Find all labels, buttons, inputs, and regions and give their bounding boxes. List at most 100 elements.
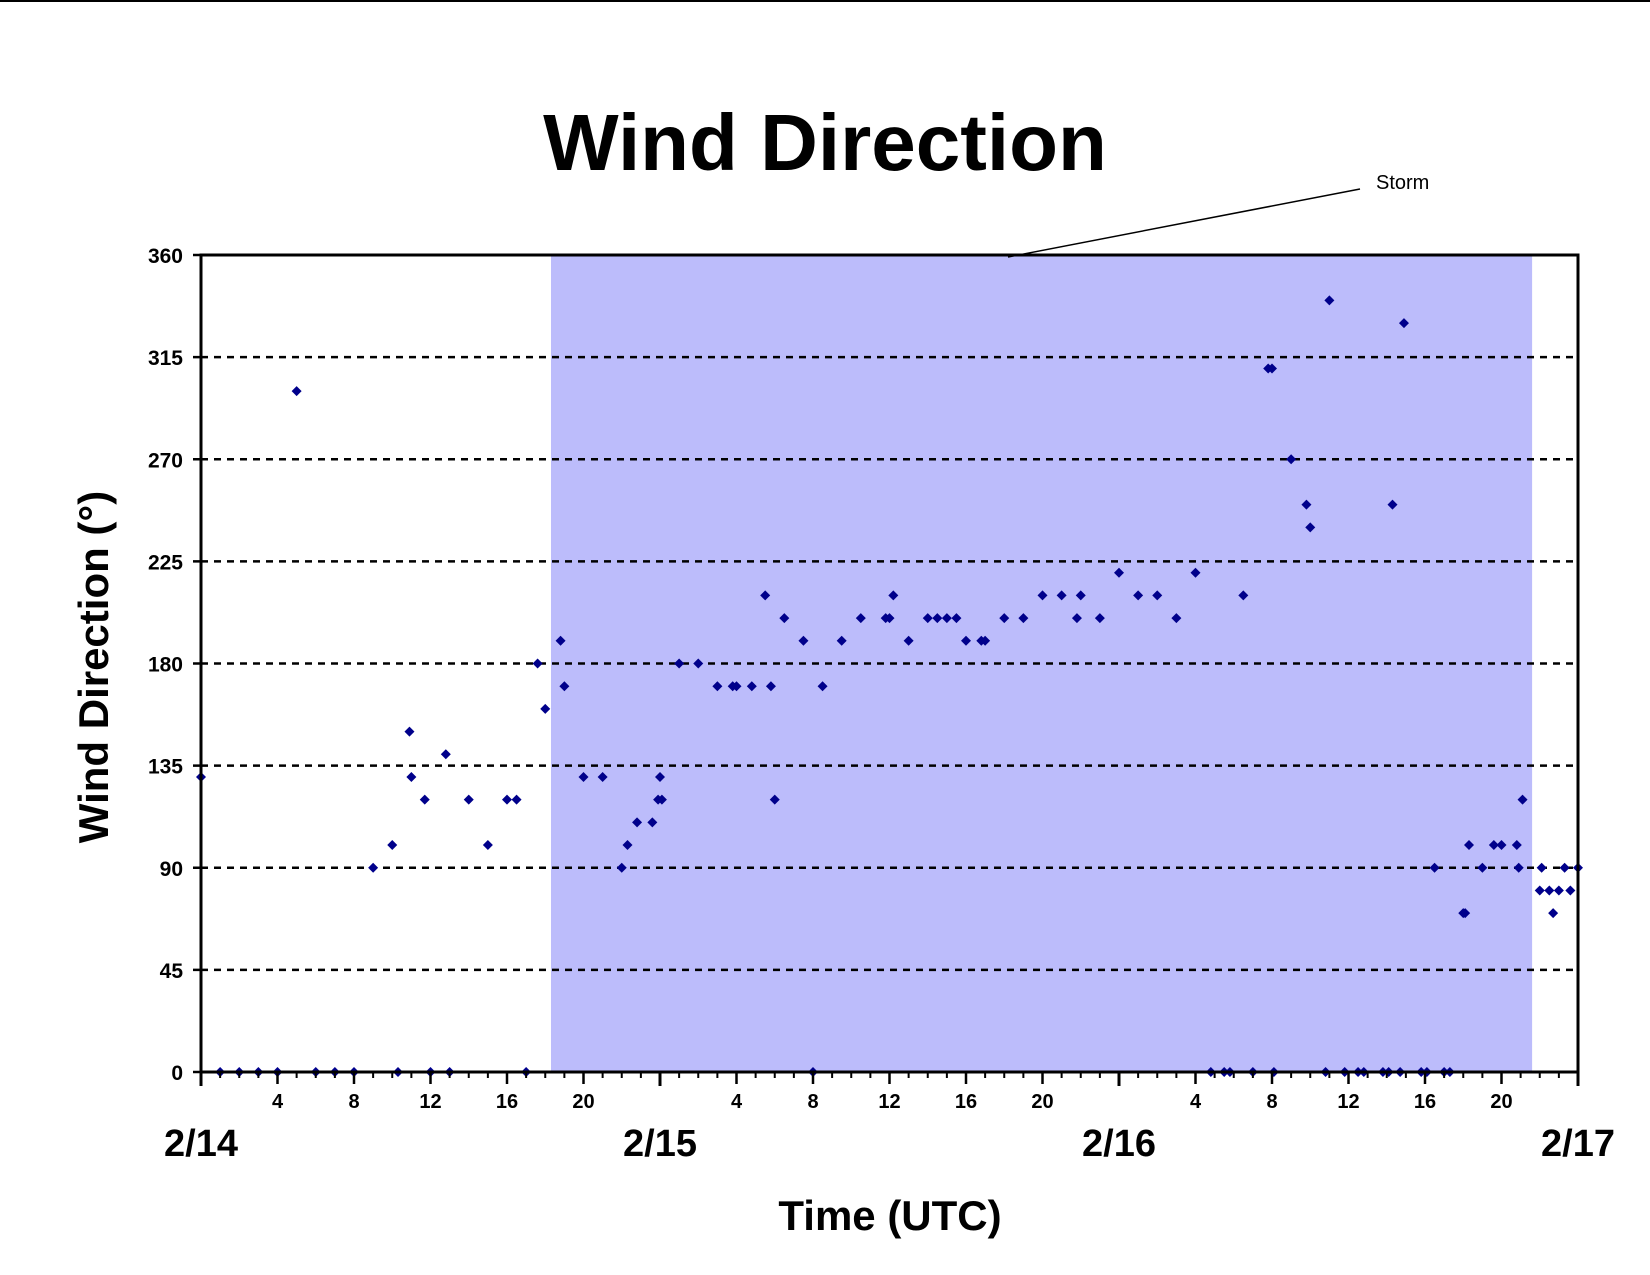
- data-point: [1534, 885, 1545, 896]
- data-point: [1460, 908, 1471, 919]
- data-point: [855, 613, 866, 624]
- x-tick-label: 4: [272, 1091, 284, 1113]
- data-point: [511, 794, 522, 805]
- chart-title: Wind Direction: [543, 98, 1107, 187]
- y-tick-label: 225: [148, 551, 183, 574]
- x-tick-label: 16: [496, 1091, 518, 1113]
- data-point: [387, 840, 398, 851]
- data-point: [1513, 862, 1524, 873]
- data-point: [1559, 862, 1570, 873]
- data-point: [1536, 862, 1547, 873]
- data-point: [1301, 499, 1312, 510]
- y-tick-label: 0: [171, 1062, 183, 1085]
- x-tick-label: 12: [1337, 1091, 1359, 1113]
- storm-annotation-label: Storm: [1376, 172, 1429, 194]
- x-day-label: 2/17: [1541, 1123, 1615, 1165]
- data-point: [368, 862, 379, 873]
- data-point: [440, 749, 451, 760]
- data-point: [798, 635, 809, 646]
- y-tick-label: 315: [148, 347, 183, 370]
- data-point: [760, 590, 771, 601]
- data-point: [1398, 318, 1409, 329]
- data-point: [406, 771, 417, 782]
- data-point: [502, 794, 512, 805]
- data-point: [693, 658, 704, 669]
- data-point: [1018, 613, 1029, 624]
- data-point: [597, 771, 608, 782]
- x-tick-label: 20: [572, 1091, 594, 1113]
- x-tick-label: 20: [1031, 1091, 1053, 1113]
- data-point: [1114, 567, 1124, 578]
- y-tick-label: 135: [148, 756, 183, 779]
- data-point: [655, 771, 665, 782]
- data-point: [482, 840, 493, 851]
- data-point: [1190, 567, 1201, 578]
- data-point: [1075, 590, 1086, 601]
- data-point: [1544, 885, 1555, 896]
- data-point: [961, 635, 971, 646]
- storm-annotation-leader-line: [1007, 188, 1361, 258]
- data-point: [888, 590, 899, 601]
- data-point: [578, 771, 589, 782]
- data-point: [404, 726, 415, 737]
- x-tick-label: 12: [878, 1091, 900, 1113]
- data-point: [779, 613, 790, 624]
- data-point: [674, 658, 685, 669]
- data-point: [532, 658, 543, 669]
- data-point: [980, 635, 991, 646]
- data-point: [903, 635, 914, 646]
- data-point: [632, 817, 643, 828]
- data-point: [1429, 862, 1440, 873]
- data-point: [1094, 613, 1105, 624]
- x-tick-label: 20: [1490, 1091, 1512, 1113]
- data-point: [1267, 363, 1277, 374]
- data-point: [1565, 885, 1576, 896]
- data-point: [731, 681, 742, 692]
- x-tick-label: 16: [1414, 1091, 1436, 1113]
- x-day-label: 2/15: [623, 1123, 697, 1165]
- data-point: [555, 635, 566, 646]
- data-point: [932, 613, 943, 624]
- data-point: [1152, 590, 1163, 601]
- x-axis-title: Time (UTC): [778, 1192, 1001, 1239]
- data-point: [291, 386, 302, 397]
- y-tick-label: 360: [148, 245, 183, 268]
- x-tick-label: 16: [955, 1091, 977, 1113]
- data-point: [1305, 522, 1316, 533]
- data-point: [1517, 794, 1528, 805]
- x-tick-label: 4: [731, 1091, 743, 1113]
- data-point: [951, 613, 962, 624]
- data-point: [769, 794, 780, 805]
- data-point: [1477, 862, 1488, 873]
- data-point: [656, 794, 667, 805]
- x-tick-label: 8: [807, 1091, 818, 1113]
- x-tick-label: 8: [348, 1091, 359, 1113]
- data-point: [746, 681, 757, 692]
- data-point: [817, 681, 828, 692]
- data-point: [540, 703, 551, 714]
- data-point: [1511, 840, 1522, 851]
- data-point: [622, 840, 633, 851]
- data-point: [999, 613, 1010, 624]
- data-point: [1324, 295, 1335, 306]
- x-tick-label: 8: [1266, 1091, 1277, 1113]
- data-point: [1286, 454, 1297, 465]
- data-point: [1488, 840, 1499, 851]
- x-day-label: 2/16: [1082, 1123, 1156, 1165]
- data-point: [1238, 590, 1249, 601]
- y-tick-label: 270: [148, 449, 183, 472]
- x-tick-label: 4: [1190, 1091, 1202, 1113]
- x-tick-label: 12: [419, 1091, 441, 1113]
- data-point: [1387, 499, 1398, 510]
- data-point: [463, 794, 474, 805]
- data-point: [559, 681, 570, 692]
- data-point: [419, 794, 430, 805]
- plot-area: [196, 253, 1583, 1077]
- y-tick-label: 180: [148, 654, 183, 677]
- data-point: [922, 613, 933, 624]
- y-axis: 0 45 90 135 180 225 270 315 360: [148, 245, 201, 1085]
- x-axis: 4 8 12 16 20 4 8 12 16 20 4 8 12 16 20 2/14 2/15 2/16 2/17: [164, 1072, 1615, 1165]
- y-axis-title: Wind Direction (°): [70, 491, 117, 843]
- data-point: [647, 817, 658, 828]
